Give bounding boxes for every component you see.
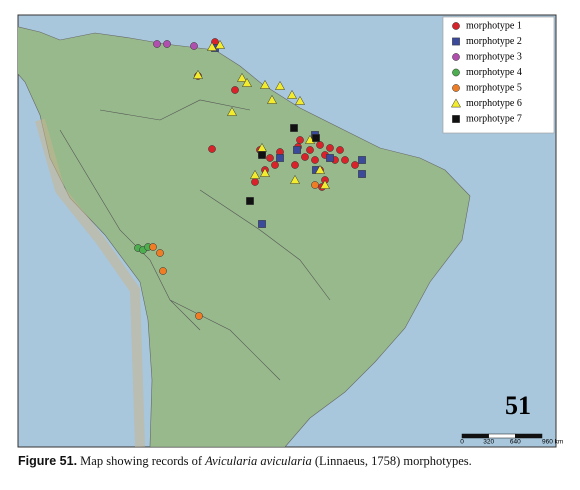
marker [319, 179, 331, 189]
marker [306, 146, 314, 154]
caption: Figure 51. Map showing records of Avicul… [18, 454, 568, 469]
species-name: Avicularia avicularia [205, 454, 312, 468]
marker [290, 124, 298, 132]
marker [293, 146, 301, 154]
marker [208, 145, 216, 153]
caption-label: Figure 51. [18, 454, 78, 468]
marker [294, 95, 306, 105]
marker [452, 53, 460, 61]
marker [258, 151, 266, 159]
marker [312, 134, 320, 142]
caption-rest: (Linnaeus, 1758) morphotypes. [314, 454, 472, 468]
legend-label: morphotype 5 [466, 82, 522, 93]
marker [358, 156, 366, 164]
marker [231, 86, 239, 94]
marker [258, 220, 266, 228]
legend-label: morphotype 2 [466, 36, 522, 47]
marker [226, 106, 238, 116]
marker [195, 312, 203, 320]
map: morphotype 1 morphotype 2 morphotype 3 morp… [17, 14, 563, 448]
marker [326, 154, 334, 162]
marker [274, 80, 286, 90]
marker [289, 174, 301, 184]
scale-label: 0 [460, 439, 464, 446]
marker [326, 144, 334, 152]
marker [163, 40, 171, 48]
marker [159, 267, 167, 275]
marker [266, 94, 278, 104]
legend-label: morphotype 4 [466, 67, 522, 78]
scale-label: 640 [510, 439, 521, 446]
marker [314, 164, 326, 174]
marker [452, 68, 460, 77]
marker [251, 178, 259, 186]
marker [236, 72, 248, 82]
marker [452, 37, 460, 46]
marker [291, 161, 299, 169]
marker [153, 40, 161, 48]
scale-label: 320 [483, 439, 494, 446]
marker [241, 77, 253, 87]
marker [341, 156, 349, 164]
marker [351, 161, 359, 169]
marker [358, 170, 366, 178]
figure-number: 51 [505, 391, 531, 420]
marker [266, 154, 274, 162]
marker [206, 41, 218, 51]
scale-segment [488, 433, 516, 439]
marker [214, 39, 226, 49]
legend-label: morphotype 1 [466, 20, 522, 31]
borders [59, 99, 331, 381]
records [134, 38, 366, 320]
marker [452, 115, 460, 123]
legend-items: morphotype 1 morphotype 2 morphotype 3 morp… [450, 20, 522, 124]
scale-bar: 0 320 640 960 km [460, 433, 563, 446]
marker [259, 79, 271, 89]
marker [249, 169, 261, 179]
marker [276, 154, 284, 162]
marker [296, 136, 304, 144]
marker [271, 161, 279, 169]
marker [149, 243, 157, 251]
marker [192, 69, 204, 79]
scale-segment [461, 433, 489, 439]
marker [311, 156, 319, 164]
legend-label: morphotype 3 [466, 51, 522, 62]
scale-label: 960 km [542, 439, 563, 446]
marker [311, 181, 319, 189]
legend-label: morphotype 6 [466, 98, 522, 109]
legend-label: morphotype 7 [466, 113, 522, 124]
legend [442, 16, 555, 134]
land [18, 26, 471, 447]
marker [336, 146, 344, 154]
marker [450, 98, 462, 108]
marker [316, 141, 324, 149]
marker [156, 249, 164, 257]
andes [35, 118, 145, 447]
marker [301, 153, 309, 161]
caption-text: Map showing records of [80, 454, 203, 468]
marker [286, 89, 298, 99]
marker [246, 197, 254, 205]
marker [452, 84, 460, 92]
marker [452, 22, 460, 30]
marker [190, 42, 198, 50]
scale-segment [515, 433, 543, 439]
marker [259, 167, 271, 177]
